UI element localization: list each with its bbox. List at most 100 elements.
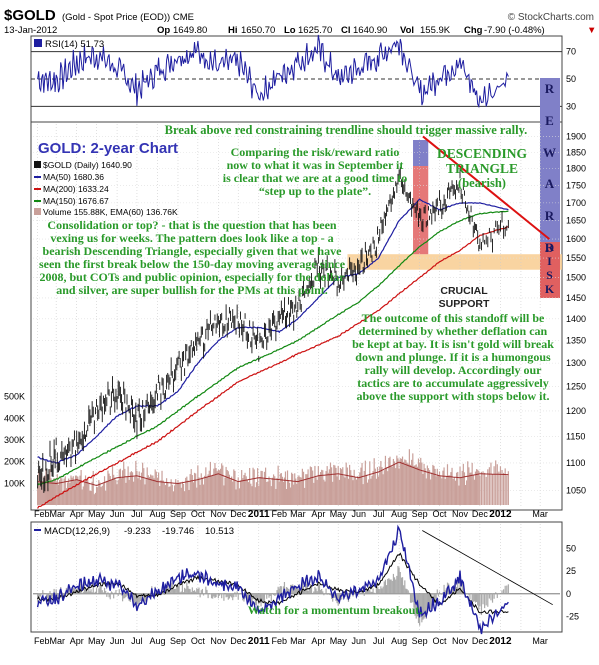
volume-bar	[267, 481, 268, 505]
macd-histogram-bar	[327, 594, 328, 595]
volume-bar	[500, 466, 501, 505]
volume-bar	[130, 472, 131, 505]
volume-bar	[399, 469, 400, 505]
macd-histogram-bar	[379, 589, 380, 594]
volume-bar	[454, 477, 455, 505]
volume-bar	[65, 476, 66, 505]
volume-bar	[283, 482, 284, 505]
volume-bar	[242, 478, 243, 505]
macd-histogram-bar	[215, 594, 216, 597]
macd-histogram-bar	[330, 594, 331, 595]
volume-bar	[200, 485, 201, 505]
x-axis-label-price: Dec	[230, 509, 247, 519]
legend-ma200: MA(200) 1633.24	[43, 184, 109, 194]
macd-histogram-bar	[111, 591, 112, 593]
volume-bar	[164, 483, 165, 505]
macd-histogram-bar	[232, 594, 233, 600]
volume-bar	[259, 477, 260, 505]
open-value: 1649.80	[173, 25, 207, 36]
macd-histogram-bar	[393, 574, 394, 594]
volume-bar	[52, 480, 53, 505]
macd-histogram-bar	[383, 587, 384, 594]
x-axis-label-macd: Sep	[412, 636, 428, 646]
macd-histogram-bar	[45, 593, 46, 594]
volume-bar	[289, 483, 290, 505]
volume-bar	[297, 477, 298, 505]
volume-bar	[268, 477, 269, 505]
open-label: Op	[157, 25, 170, 36]
volume-bar	[227, 470, 228, 505]
macd-histogram-bar	[190, 589, 191, 594]
volume-bar	[421, 463, 422, 505]
volume-bar	[315, 477, 316, 505]
volume-bar	[122, 470, 123, 505]
volume-bar	[448, 475, 449, 505]
macd-histogram-bar	[276, 590, 277, 594]
rsi-tick-label: 70	[566, 47, 576, 57]
volume-bar	[129, 480, 130, 505]
x-axis-label-macd: Mar	[532, 636, 548, 646]
volume-bar	[280, 474, 281, 505]
volume-bar	[248, 482, 249, 505]
macd-histogram-bar	[310, 584, 311, 594]
volume-bar	[221, 463, 222, 505]
macd-histogram-bar	[384, 581, 385, 593]
macd-value-histogram: 10.513	[205, 526, 234, 537]
volume-bar	[296, 484, 297, 505]
macd-histogram-bar	[211, 594, 212, 598]
macd-histogram-bar	[96, 588, 97, 594]
volume-bar	[466, 480, 467, 505]
volume-bar	[412, 453, 413, 505]
x-axis-label-price: 2012	[489, 509, 512, 520]
macd-histogram-bar	[43, 593, 44, 594]
macd-histogram-bar	[265, 594, 266, 595]
macd-histogram-bar	[473, 594, 474, 602]
volume-bar	[145, 479, 146, 505]
volume-bar	[360, 468, 361, 505]
volume-bar	[340, 468, 341, 505]
volume-bar	[226, 467, 227, 505]
macd-histogram-bar	[428, 594, 429, 604]
volume-bar	[333, 465, 334, 505]
volume-bar	[323, 480, 324, 505]
volume-bar	[409, 449, 410, 505]
macd-histogram-bar	[372, 588, 373, 593]
volume-bar	[202, 478, 203, 505]
volume-bar	[312, 471, 313, 505]
x-axis-label-macd: Sep	[170, 636, 186, 646]
rsi-tick-label: 50	[566, 74, 576, 84]
macd-histogram-bar	[481, 594, 482, 615]
x-axis-label-price: Aug	[149, 509, 165, 519]
volume-bar	[70, 476, 71, 505]
x-axis-label-macd: Apr	[70, 636, 84, 646]
x-axis-label-price: Apr	[70, 509, 84, 519]
volume-bar	[101, 487, 102, 505]
september-reward-box	[413, 140, 428, 166]
x-axis-label-price: Jul	[131, 509, 143, 519]
volume-bar	[332, 482, 333, 505]
macd-histogram-bar	[95, 592, 96, 594]
volume-bar	[147, 467, 148, 505]
volume-bar	[319, 475, 320, 505]
macd-histogram-bar	[378, 589, 379, 594]
x-axis-label-price: FebMar	[34, 509, 65, 519]
watermark: © StockCharts.com	[508, 12, 594, 23]
volume-bar	[183, 484, 184, 505]
volume-bar	[121, 478, 122, 505]
macd-histogram-bar	[492, 594, 493, 603]
volume-bar	[87, 477, 88, 505]
volume-bar	[473, 475, 474, 505]
macd-histogram-bar	[102, 590, 103, 594]
volume-bar	[214, 463, 215, 505]
volume-bar	[126, 476, 127, 505]
x-axis-label-macd: Feb	[272, 636, 288, 646]
volume-bar	[314, 466, 315, 505]
price-tick-label: 1900	[566, 131, 586, 141]
volume-bar	[180, 482, 181, 505]
macd-histogram-bar	[238, 594, 239, 600]
macd-histogram-bar	[307, 591, 308, 594]
macd-histogram-bar	[90, 589, 91, 594]
volume-bar	[262, 471, 263, 505]
volume-bar	[263, 479, 264, 505]
